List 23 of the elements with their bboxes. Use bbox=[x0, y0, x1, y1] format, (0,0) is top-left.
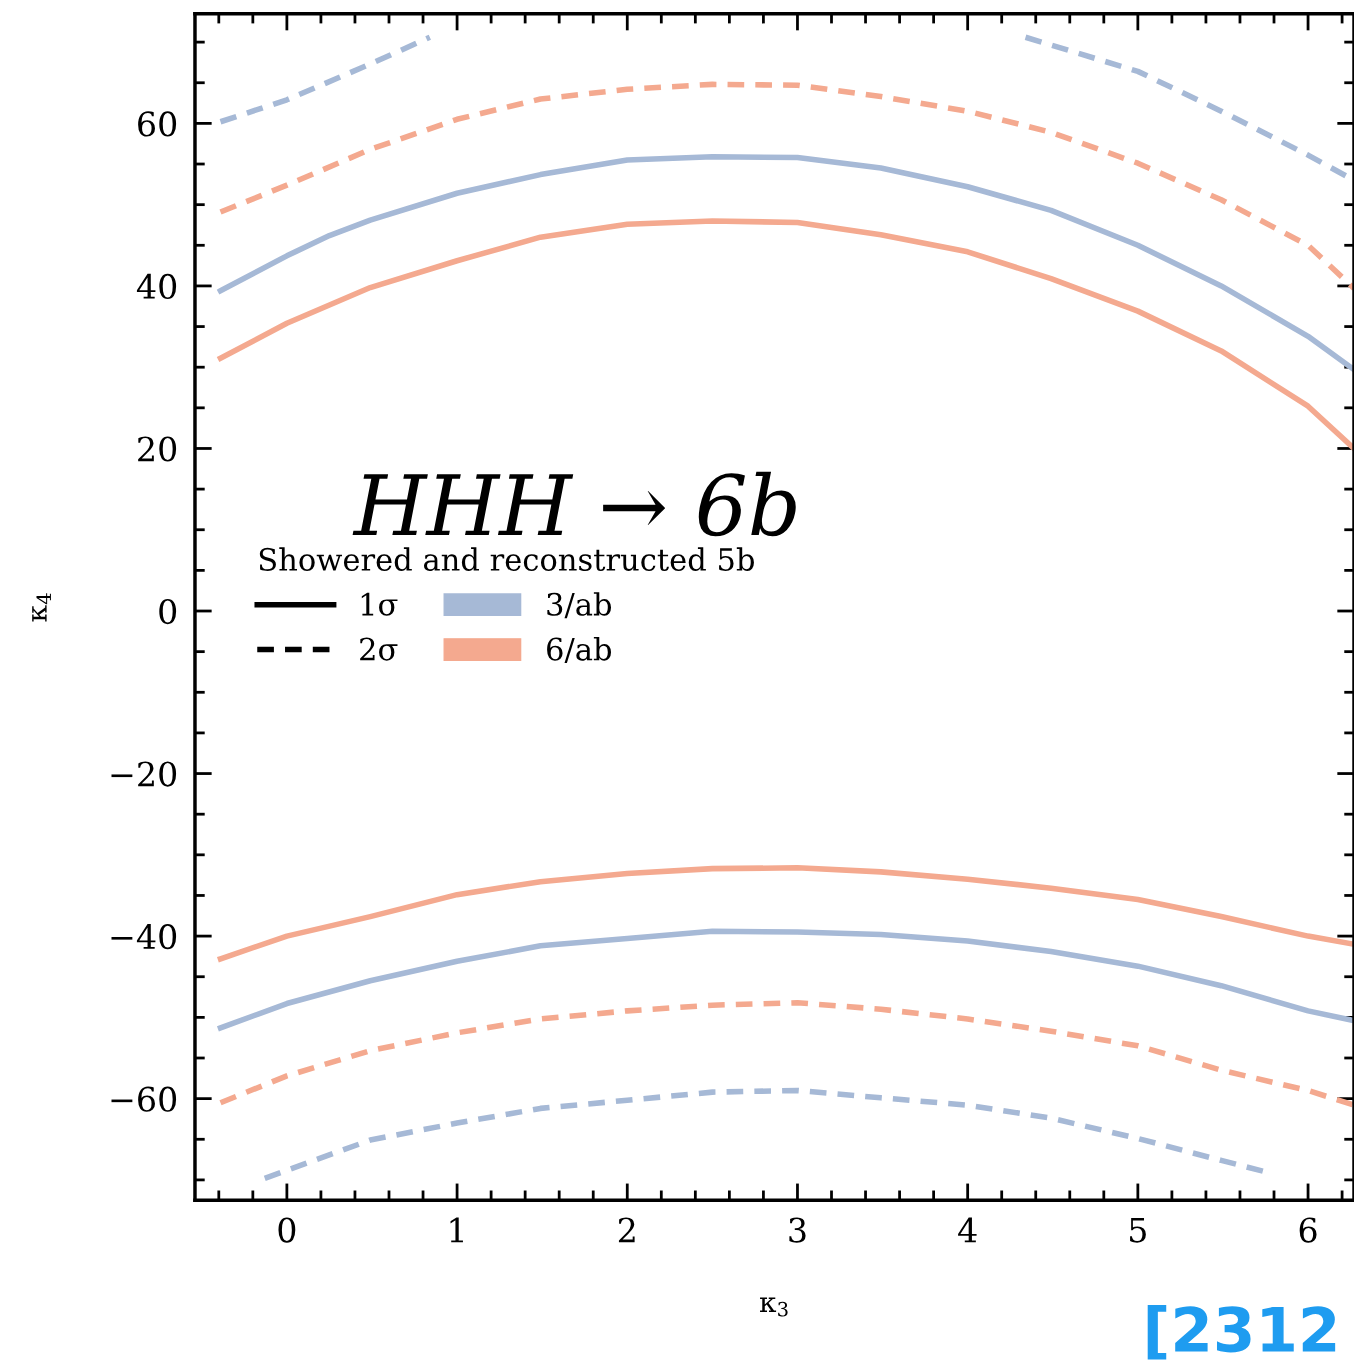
x-axis-title: κ$_{3}$ bbox=[760, 1297, 788, 1317]
y-tick-label: −40 bbox=[111, 924, 177, 950]
x-tick-label: 5 bbox=[1130, 1217, 1146, 1243]
x-tick-label: 6 bbox=[1299, 1217, 1317, 1243]
x-tick-label: 3 bbox=[789, 1217, 806, 1243]
y-tick-label: 60 bbox=[138, 111, 177, 137]
y-tick-label: 40 bbox=[136, 273, 177, 300]
annotation: HHH → 6b bbox=[352, 471, 796, 537]
legend-title: Showered and reconstructed 5b bbox=[259, 547, 754, 571]
y-axis-title: κ$_{4}$ bbox=[32, 593, 51, 622]
text: [2312 bbox=[1147, 1305, 1336, 1360]
y-tick-label: −20 bbox=[111, 761, 177, 787]
legend-label: 6/ab bbox=[547, 637, 612, 664]
y-tick-label: 20 bbox=[138, 436, 177, 462]
x-tick-label: 1 bbox=[450, 1217, 463, 1243]
legend-label: 3/ab bbox=[547, 592, 612, 619]
annotation: 1σ bbox=[361, 592, 398, 616]
y-tick-label: −60 bbox=[111, 1086, 177, 1112]
x-tick-label: 2 bbox=[618, 1217, 635, 1243]
y-tick-label: 0 bbox=[159, 598, 177, 625]
x-tick-label: 4 bbox=[958, 1217, 977, 1243]
x-tick-label: 0 bbox=[278, 1217, 296, 1243]
annotation: 2σ bbox=[360, 637, 398, 661]
